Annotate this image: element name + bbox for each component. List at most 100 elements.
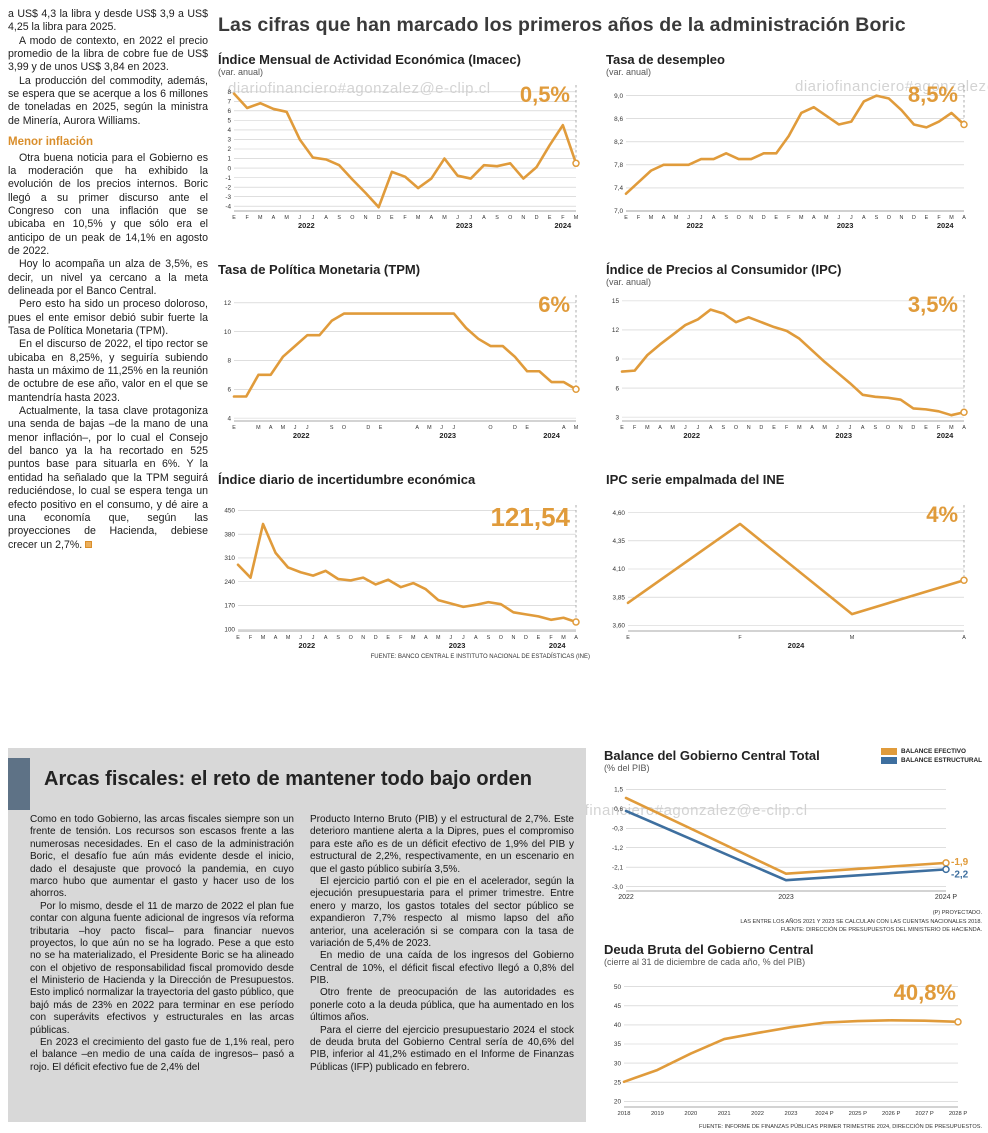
svg-text:O: O xyxy=(887,215,891,221)
svg-text:O: O xyxy=(342,425,346,431)
svg-text:-3: -3 xyxy=(225,194,231,201)
svg-text:D: D xyxy=(366,425,370,431)
svg-text:E: E xyxy=(624,215,628,221)
svg-text:4: 4 xyxy=(227,127,231,134)
chart-balance: Balance del Gobierno Central Total (% de… xyxy=(604,748,982,935)
svg-text:M: M xyxy=(284,215,289,221)
article-paragraph: En el discurso de 2022, el tipo rector s… xyxy=(8,338,208,404)
svg-text:M: M xyxy=(258,215,263,221)
svg-text:A: A xyxy=(861,425,865,431)
svg-text:S: S xyxy=(336,635,340,641)
chart-subtitle xyxy=(218,277,590,289)
svg-text:2023: 2023 xyxy=(837,221,854,230)
svg-text:D: D xyxy=(524,635,528,641)
svg-text:A: A xyxy=(709,425,713,431)
svg-text:A: A xyxy=(962,215,966,221)
chart-imacec: Índice Mensual de Actividad Económica (I… xyxy=(218,52,590,231)
svg-text:F: F xyxy=(399,635,403,641)
svg-text:O: O xyxy=(488,425,492,431)
svg-text:D: D xyxy=(762,215,766,221)
svg-text:A: A xyxy=(269,425,273,431)
svg-text:2022: 2022 xyxy=(299,641,316,650)
chart-value-label: 8,5% xyxy=(907,82,958,107)
svg-text:M: M xyxy=(561,635,566,641)
svg-text:A: A xyxy=(430,215,434,221)
article-paragraph: Otra buena noticia para el Gobierno es l… xyxy=(8,151,208,257)
chart-value-label: 4% xyxy=(926,502,958,527)
svg-text:5: 5 xyxy=(227,118,231,125)
fiscal-column-1: Como en todo Gobierno, las arcas fiscale… xyxy=(30,814,294,1074)
svg-text:M: M xyxy=(411,635,416,641)
svg-text:J: J xyxy=(687,215,690,221)
svg-text:M: M xyxy=(281,425,286,431)
svg-text:8: 8 xyxy=(227,89,231,96)
svg-text:310: 310 xyxy=(224,555,235,562)
svg-text:M: M xyxy=(670,425,675,431)
svg-text:M: M xyxy=(416,215,421,221)
svg-text:S: S xyxy=(337,215,341,221)
svg-text:8,2: 8,2 xyxy=(614,139,623,146)
legend-swatch-orange xyxy=(881,748,898,755)
fiscal-paragraph: En 2023 el crecimiento del gasto fue de … xyxy=(30,1037,294,1073)
svg-text:M: M xyxy=(822,425,827,431)
svg-text:S: S xyxy=(724,215,728,221)
svg-text:8: 8 xyxy=(227,358,231,365)
svg-text:E: E xyxy=(390,215,394,221)
svg-text:S: S xyxy=(487,635,491,641)
article-end-mark-icon xyxy=(85,540,93,548)
legend-item-estructural: BALANCE ESTRUCTURAL xyxy=(881,757,982,764)
svg-text:E: E xyxy=(236,635,240,641)
svg-text:0,6: 0,6 xyxy=(614,806,623,813)
svg-text:M: M xyxy=(949,215,954,221)
svg-text:E: E xyxy=(774,215,778,221)
svg-text:D: D xyxy=(535,215,539,221)
chart-tpm: Tasa de Política Monetaria (TPM) 6% 12 10… xyxy=(218,262,590,441)
fiscal-text-columns: Como en todo Gobierno, las arcas fiscale… xyxy=(30,814,574,1074)
article-paragraph: La producción del commodity, además, se … xyxy=(8,74,208,127)
svg-text:O: O xyxy=(886,425,890,431)
svg-text:J: J xyxy=(312,635,315,641)
chart-subtitle: (var. anual) xyxy=(218,67,264,77)
svg-text:6: 6 xyxy=(615,385,619,392)
chart-value-label: 0,5% xyxy=(519,82,570,107)
svg-text:J: J xyxy=(849,425,852,431)
legend-swatch-blue xyxy=(881,757,898,764)
chart-title: IPC serie empalmada del INE xyxy=(606,472,785,487)
svg-text:A: A xyxy=(662,215,666,221)
svg-text:2022: 2022 xyxy=(618,894,634,901)
chart-title: Tasa de desempleo xyxy=(606,52,725,67)
svg-text:F: F xyxy=(937,215,941,221)
svg-text:E: E xyxy=(925,215,929,221)
svg-text:35: 35 xyxy=(614,1041,622,1048)
svg-text:4,10: 4,10 xyxy=(613,566,626,573)
chart-subtitle: (var. anual) xyxy=(606,67,652,77)
chart-value-label: 40,8% xyxy=(893,980,956,1005)
svg-text:12: 12 xyxy=(224,300,232,307)
svg-text:A: A xyxy=(474,635,478,641)
chart-incertidumbre: Índice diario de incertidumbre económica… xyxy=(218,472,590,651)
svg-text:-1,9: -1,9 xyxy=(951,857,969,868)
page-title: Las cifras que han marcado los primeros … xyxy=(218,14,906,36)
deuda-source: FUENTE: INFORME DE FINANZAS PÚBLICAS PRI… xyxy=(699,1124,982,1130)
svg-text:20: 20 xyxy=(614,1098,622,1105)
svg-text:J: J xyxy=(850,215,853,221)
svg-text:J: J xyxy=(684,425,687,431)
svg-text:7,0: 7,0 xyxy=(614,208,623,215)
svg-text:S: S xyxy=(875,215,879,221)
svg-text:A: A xyxy=(712,215,716,221)
svg-text:A: A xyxy=(810,425,814,431)
svg-text:40: 40 xyxy=(614,1022,622,1029)
svg-text:2019: 2019 xyxy=(651,1111,664,1117)
svg-text:E: E xyxy=(379,425,383,431)
svg-text:2023: 2023 xyxy=(439,431,456,440)
svg-text:E: E xyxy=(537,635,541,641)
svg-text:2024 P: 2024 P xyxy=(935,894,958,901)
svg-text:45: 45 xyxy=(614,1003,622,1010)
svg-text:F: F xyxy=(561,215,565,221)
svg-text:2024: 2024 xyxy=(549,641,567,650)
svg-text:-2,1: -2,1 xyxy=(612,864,623,871)
svg-text:A: A xyxy=(324,635,328,641)
svg-text:-1,2: -1,2 xyxy=(612,845,623,852)
heading-accent-bar xyxy=(8,758,30,810)
